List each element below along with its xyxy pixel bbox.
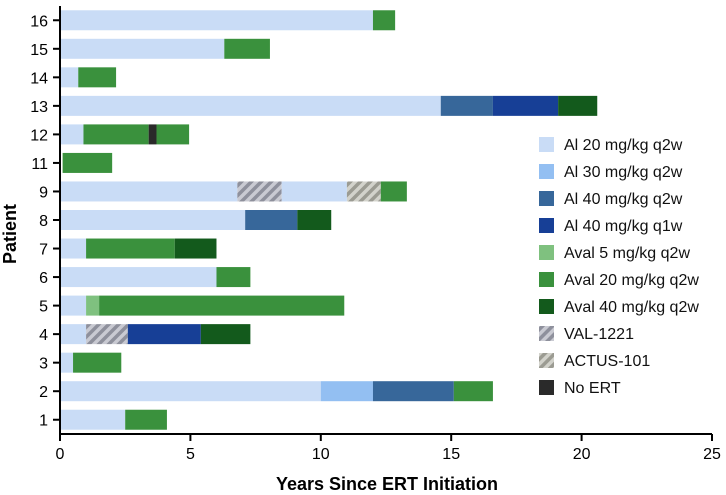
legend-swatch-al20 — [539, 137, 554, 152]
bar-segment-patient-6-av20 — [216, 267, 251, 288]
bar-segment-patient-1-al20 — [60, 409, 126, 430]
bar-segment-patient-7-al20 — [60, 238, 87, 259]
bar-segment-patient-12-av20 — [83, 124, 149, 145]
legend-label-al20: Al 20 mg/kg q2w — [564, 137, 683, 154]
y-tick-label: 14 — [30, 70, 48, 87]
bar-segment-patient-4-al20 — [60, 324, 87, 345]
bar-segment-patient-15-av20 — [224, 38, 270, 59]
bar-segment-patient-9-al20 — [281, 181, 347, 202]
legend-swatch-val — [539, 326, 554, 341]
legend-swatch-noert — [539, 380, 554, 395]
bar-segment-patient-2-al20 — [60, 381, 321, 402]
bar-segment-patient-16-av20 — [372, 10, 396, 31]
bar-segment-patient-9-av20 — [380, 181, 407, 202]
bar-segment-patient-2-al40 — [372, 381, 454, 402]
x-tick-label: 10 — [312, 446, 330, 463]
x-axis-title: Years Since ERT Initiation — [276, 474, 498, 494]
x-tick-label: 5 — [186, 446, 195, 463]
bar-segment-patient-8-av40 — [297, 210, 332, 230]
bar-segment-patient-2-al30 — [320, 381, 373, 402]
bar-segment-patient-9-actus — [346, 181, 381, 202]
y-tick-label: 16 — [30, 13, 48, 30]
y-tick-label: 9 — [39, 184, 48, 201]
bar-segment-patient-14-al20 — [60, 67, 79, 88]
legend-swatch-al40w — [539, 218, 554, 233]
y-axis-title: Patient — [0, 204, 20, 264]
y-tick-label: 3 — [39, 356, 48, 373]
bar-segment-patient-5-av5 — [86, 295, 100, 316]
bar-segment-patient-1-av20 — [125, 409, 167, 430]
bar-segment-patient-4-av40 — [200, 324, 251, 345]
bar-segment-patient-12-av20 — [156, 124, 190, 145]
bar-segment-patient-3-av20 — [73, 352, 122, 373]
bar-segment-patient-4-val — [86, 324, 128, 345]
bar-segment-patient-8-al40 — [245, 210, 298, 230]
legend-swatch-av40 — [539, 299, 554, 314]
bar-segment-patient-2-av20 — [453, 381, 493, 402]
x-tick-label: 15 — [442, 446, 460, 463]
bar-segment-patient-15-al20 — [60, 38, 225, 59]
legend-label-av20: Aval 20 mg/kg q2w — [564, 272, 699, 289]
y-tick-label: 12 — [30, 127, 48, 144]
bar-segment-patient-13-al20 — [60, 95, 441, 116]
y-tick-label: 13 — [30, 99, 48, 116]
legend-label-val: VAL-1221 — [564, 326, 634, 343]
bar-segment-patient-16-al20 — [60, 10, 373, 31]
bar-segment-patient-12-al20 — [60, 124, 84, 145]
bar-segment-patient-8-al20 — [60, 210, 246, 230]
legend-label-al40w: Al 40 mg/kg q1w — [564, 218, 683, 235]
legend-label-al30: Al 30 mg/kg q2w — [564, 164, 683, 181]
legend-swatch-av20 — [539, 272, 554, 287]
legend-swatch-al40 — [539, 191, 554, 206]
x-tick-label: 25 — [703, 446, 721, 463]
bar-segment-patient-3-al20 — [60, 352, 74, 373]
y-tick-label: 4 — [39, 327, 48, 344]
legend-label-av5: Aval 5 mg/kg q2w — [564, 245, 690, 262]
axes-layer: 16 15 14 13 12 11 9 8 7 6 5 4 3 2 10 5 10 15 20 25 — [30, 6, 721, 463]
bar-segment-patient-4-al40w — [127, 324, 201, 345]
y-tick-label: 11 — [31, 156, 48, 173]
y-tick-label: 2 — [39, 384, 48, 401]
bars-layer — [60, 10, 598, 430]
legend-swatch-actus — [539, 353, 554, 368]
y-tick-label: 1 — [39, 413, 48, 430]
y-tick-label: 8 — [39, 213, 48, 230]
legend: Al 20 mg/kg q2w Al 30 mg/kg q2w Al 40 mg/k… — [539, 137, 699, 397]
y-tick-label: 5 — [39, 299, 48, 316]
bar-segment-patient-7-av20 — [86, 238, 175, 259]
bar-segment-patient-11-av20 — [62, 152, 113, 173]
bar-segment-patient-7-av40 — [174, 238, 217, 259]
legend-swatch-al30 — [539, 164, 554, 179]
legend-label-noert: No ERT — [564, 380, 621, 397]
bar-segment-patient-6-al20 — [60, 267, 217, 288]
x-tick-label: 20 — [573, 446, 591, 463]
bar-segment-patient-14-av20 — [78, 67, 117, 88]
bar-segment-patient-5-al20 — [60, 295, 87, 316]
bar-segment-patient-13-av40 — [558, 95, 598, 116]
legend-label-actus: ACTUS-101 — [564, 353, 650, 370]
bar-segment-patient-13-al40 — [440, 95, 493, 116]
legend-label-av40: Aval 40 mg/kg q2w — [564, 299, 699, 316]
bar-segment-patient-12-noert — [148, 124, 157, 145]
x-tick-label: 0 — [56, 446, 65, 463]
y-tick-label: 6 — [39, 270, 48, 287]
bar-segment-patient-9-val — [237, 181, 282, 202]
bar-segment-patient-9-al20 — [60, 181, 238, 202]
y-tick-label: 15 — [30, 42, 48, 59]
y-tick-label: 7 — [39, 242, 48, 259]
bar-segment-patient-5-av20 — [99, 295, 345, 316]
legend-label-al40: Al 40 mg/kg q2w — [564, 191, 683, 208]
legend-swatch-av5 — [539, 245, 554, 260]
bar-segment-patient-13-al40w — [492, 95, 559, 116]
